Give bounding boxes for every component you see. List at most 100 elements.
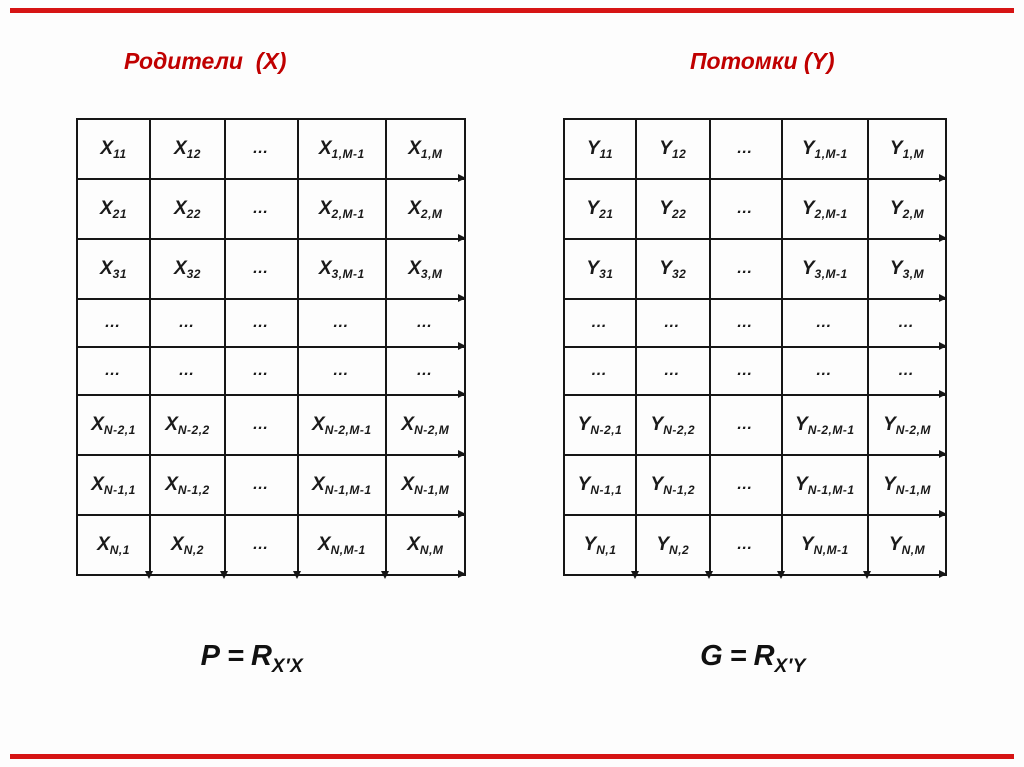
cell-subscript: N,M [419, 542, 444, 557]
cell-subscript: N-1,1 [590, 482, 623, 497]
matrix-cell: Y21 [563, 178, 637, 240]
cell-symbol: Y [801, 137, 815, 159]
cell-symbol: X [408, 197, 421, 219]
matrix-cell: … [76, 346, 151, 396]
matrix-cell: … [223, 394, 299, 456]
cell-subscript: N-1,1 [103, 482, 136, 497]
matrix-cell: … [223, 118, 299, 180]
cell-symbol: Y [577, 413, 591, 435]
cell-symbol: X [173, 257, 187, 279]
matrix-cell: XN,1 [76, 514, 151, 576]
matrix-cell: X2,M [384, 178, 467, 240]
cell-subscript: N,1 [596, 542, 617, 557]
cell-subscript: N-2,M [414, 422, 450, 437]
matrix-cell: … [708, 238, 783, 300]
matrix-cell: X3,M-1 [296, 238, 387, 300]
cell-symbol: Y [795, 413, 808, 435]
cell-symbol: X [318, 257, 332, 279]
matrix-cell: Y11 [563, 118, 637, 180]
matrix-row: YN-2,1 YN-2,2… YN-2,M-1 YN-2,M [563, 394, 947, 456]
matrix-cell: X21 [76, 178, 151, 240]
formula-subscript: X′X [271, 656, 304, 677]
matrix-row: YN,1 YN,2… YN,M-1 YN,M [563, 514, 947, 576]
matrix-cell: XN,M-1 [296, 514, 387, 576]
matrix-cell: XN-2,1 [76, 394, 151, 456]
matrix-cell: Y31 [563, 238, 637, 300]
matrix-row: YN-1,1 YN-1,2… YN-1,M-1 YN-1,M [563, 454, 947, 516]
parents-matrix-table: X11 X12… X1,M-1 X1,M X21 X22… X2,M-1 X2,M X31 X32… [76, 118, 467, 576]
cell-subscript: N-2,2 [177, 422, 210, 437]
row-vector-arrow-icon [458, 510, 466, 518]
cell-subscript: 11 [599, 146, 614, 161]
matrix-row: …………… [563, 346, 947, 396]
matrix-cell: X2,M-1 [296, 178, 387, 240]
matrix-row: XN,1 XN,2… XN,M-1 XN,M [76, 514, 467, 576]
matrix-cell: YN,M-1 [780, 514, 870, 576]
matrix-cell: YN,1 [563, 514, 637, 576]
matrix-cell: … [708, 346, 783, 396]
column-vector-arrow-icon [705, 571, 713, 579]
matrix-cell: … [149, 298, 226, 348]
formula-base: R [250, 640, 272, 672]
matrix-row: X21 X22… X2,M-1 X2,M [76, 178, 467, 240]
cell-subscript: N,2 [183, 542, 204, 557]
top-red-bar [10, 8, 1014, 13]
matrix-cell: … [780, 298, 870, 348]
cell-symbol: Y [586, 137, 600, 159]
cell-symbol: X [171, 533, 184, 555]
cell-symbol: Y [801, 197, 815, 219]
matrix-cell: XN-2,M [384, 394, 467, 456]
cell-subscript: N-1,2 [663, 482, 696, 497]
cell-subscript: N-2,2 [663, 422, 696, 437]
cell-subscript: N-1,M-1 [807, 482, 855, 497]
cell-symbol: X [91, 413, 104, 435]
matrix-cell: XN,2 [149, 514, 226, 576]
row-vector-arrow-icon [939, 390, 947, 398]
row-vector-arrow-icon [939, 570, 947, 578]
cell-symbol: X [318, 197, 332, 219]
matrix-cell: … [780, 346, 870, 396]
cell-symbol: X [408, 257, 421, 279]
cell-symbol: X [173, 137, 187, 159]
cell-subscript: N,2 [669, 542, 690, 557]
matrix-cell: … [634, 298, 711, 348]
matrix-cell: … [384, 298, 467, 348]
matrix-cell: … [563, 298, 637, 348]
cell-subscript: N,1 [109, 542, 130, 557]
cell-subscript: 1,M-1 [331, 146, 365, 161]
cell-symbol: X [318, 137, 332, 159]
cell-subscript: 22 [186, 206, 201, 221]
row-vector-arrow-icon [939, 342, 947, 350]
matrix-cell: … [296, 298, 387, 348]
cell-subscript: 3,M [902, 266, 925, 281]
matrix-cell: X11 [76, 118, 151, 180]
cell-subscript: N,M-1 [330, 542, 366, 557]
matrix-row: X11 X12… X1,M-1 X1,M [76, 118, 467, 180]
matrix-cell: Y1,M [867, 118, 947, 180]
cell-subscript: 31 [599, 266, 614, 281]
matrix-cell: YN-1,M-1 [780, 454, 870, 516]
matrix-cell: … [708, 394, 783, 456]
matrix-cell: … [563, 346, 637, 396]
cell-subscript: N-1,M-1 [324, 482, 372, 497]
cell-symbol: Y [883, 473, 896, 495]
matrix-cell: … [223, 178, 299, 240]
column-vector-arrow-icon [381, 571, 389, 579]
column-vector-arrow-icon [631, 571, 639, 579]
cell-symbol: X [312, 473, 325, 495]
matrix-cell: X3,M [384, 238, 467, 300]
matrix-cell: YN-1,1 [563, 454, 637, 516]
matrix-cell: … [76, 298, 151, 348]
row-vector-arrow-icon [939, 510, 947, 518]
cell-subscript: 2,M-1 [814, 206, 848, 221]
matrix-cell: Y2,M [867, 178, 947, 240]
column-vector-arrow-icon [293, 571, 301, 579]
cell-subscript: 1,M [420, 146, 443, 161]
cell-subscript: N-2,M-1 [324, 422, 372, 437]
matrix-cell: … [634, 346, 711, 396]
cell-symbol: Y [659, 137, 672, 159]
parents-title: Родители (X) [124, 48, 287, 74]
cell-symbol: Y [586, 257, 600, 279]
matrix-cell: YN,2 [634, 514, 711, 576]
cell-subscript: 2,M-1 [331, 206, 365, 221]
